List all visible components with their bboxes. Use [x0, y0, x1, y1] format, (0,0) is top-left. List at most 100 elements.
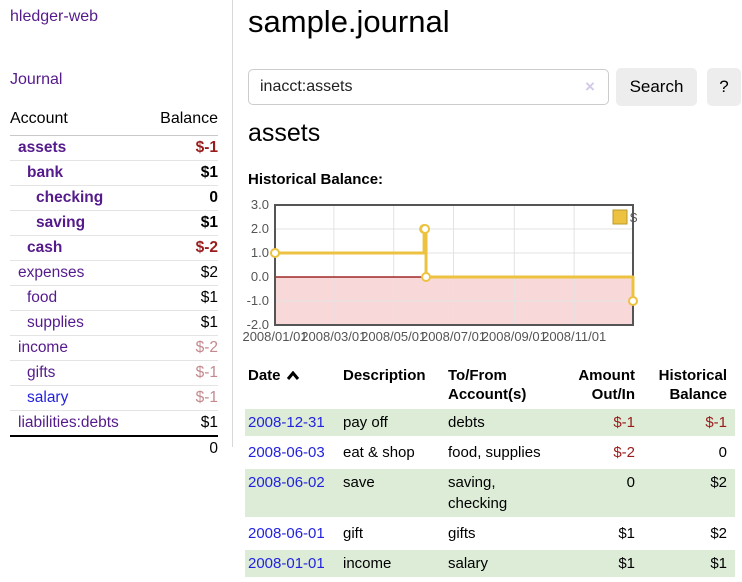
account-link[interactable]: cash	[27, 239, 63, 256]
register-description: gift	[343, 518, 448, 550]
balance-column-header-register: Historical Balance	[658, 367, 727, 403]
account-link[interactable]: gifts	[27, 364, 56, 381]
register-description: income	[343, 548, 448, 580]
sidebar: hledger-web Journal Account Balance asse…	[0, 0, 233, 457]
account-link[interactable]: food	[27, 289, 58, 306]
register-date-link[interactable]: 2008-12-31	[248, 414, 325, 431]
account-balance: $1	[200, 314, 218, 331]
register-balance: $-1	[643, 409, 735, 439]
legend-label: $	[630, 210, 638, 225]
sidebar-account-row: food $1	[10, 286, 218, 311]
register-row: 2008-06-02 save saving, checking 0 $2	[245, 467, 735, 520]
historical-balance-chart: $3.0 2.0 1.0 0.0 -1.0 -2.0 2008/01/01 2008/03/0…	[242, 197, 742, 350]
chart-canvas: $3.0 2.0 1.0 0.0 -1.0 -2.02008/01/012008/03/0…	[242, 197, 638, 344]
register-row: 2008-01-01 income salary $1 $1	[245, 548, 735, 580]
account-link[interactable]: checking	[36, 189, 104, 206]
account-link[interactable]: salary	[27, 389, 69, 406]
register-date-link[interactable]: 2008-01-01	[248, 555, 325, 572]
register-description: eat & shop	[343, 437, 448, 469]
y-axis-tick-label: 2.0	[251, 221, 269, 236]
accounts-total-row: 0	[10, 437, 218, 461]
sidebar-account-row: checking 0	[10, 186, 218, 211]
account-link[interactable]: saving	[36, 214, 86, 231]
account-balance: $1	[200, 414, 218, 431]
sidebar-account-row: supplies $1	[10, 311, 218, 336]
sidebar-account-row: saving $1	[10, 211, 218, 236]
sort-ascending-icon	[286, 370, 299, 380]
account-balance: $1	[200, 289, 218, 306]
accounts-table-header: Account Balance	[10, 108, 218, 136]
account-column-header: Account	[10, 110, 68, 127]
y-axis-tick-label: 0.0	[251, 269, 269, 284]
register-balance: 0	[643, 437, 735, 469]
search-input[interactable]	[248, 69, 609, 105]
account-link[interactable]: liabilities:debts	[18, 414, 119, 431]
chart-point	[420, 224, 431, 234]
clear-search-icon[interactable]: ×	[585, 77, 595, 96]
x-axis-tick-label: 2008/05/01	[361, 329, 426, 344]
account-balance: $-2	[195, 339, 218, 356]
y-axis-tick-label: -2.0	[247, 317, 269, 332]
brand-link[interactable]: hledger-web	[10, 8, 99, 25]
description-column-header: Description	[343, 367, 426, 384]
amount-column-header: Amount Out/In	[578, 367, 635, 403]
help-button[interactable]: ?	[707, 68, 741, 106]
chart-point	[421, 272, 432, 282]
register-accounts: saving, checking	[448, 467, 566, 520]
register-date-link[interactable]: 2008-06-01	[248, 525, 325, 542]
sidebar-account-row: gifts $-1	[10, 361, 218, 386]
account-balance: $2	[200, 264, 218, 281]
register-accounts: salary	[448, 548, 566, 580]
register-description: save	[343, 467, 448, 520]
account-link[interactable]: expenses	[18, 264, 85, 281]
account-link[interactable]: supplies	[27, 314, 84, 331]
register-table: Date Description To/From Account(s) Amou…	[245, 360, 735, 580]
x-axis-tick-label: 2008/03/01	[301, 329, 366, 344]
account-balance: $1	[200, 164, 218, 181]
accounts-column-header: To/From Account(s)	[448, 367, 527, 403]
x-axis-tick-label: 2008/01/01	[242, 329, 307, 344]
chart-point	[270, 248, 280, 258]
account-balance: $1	[200, 214, 218, 231]
account-balance: $-1	[195, 364, 218, 381]
sidebar-account-row: assets $-1	[10, 136, 218, 161]
search-button[interactable]: Search	[616, 68, 697, 106]
register-amount: $-1	[566, 409, 643, 439]
register-balance: $2	[643, 518, 735, 550]
date-header-label: Date	[248, 367, 281, 384]
chart-point	[628, 296, 638, 306]
date-column-header[interactable]: Date	[245, 360, 343, 409]
x-axis-tick-label: 2008/11/01	[542, 329, 606, 344]
sidebar-account-row: income $-2	[10, 336, 218, 361]
account-balance: 0	[209, 189, 218, 206]
register-accounts: gifts	[448, 518, 566, 550]
account-heading: assets	[248, 119, 321, 147]
register-row: 2008-06-03 eat & shop food, supplies $-2 0	[245, 437, 735, 469]
register-row: 2008-06-01 gift gifts $1 $2	[245, 518, 735, 550]
register-balance: $2	[643, 467, 735, 520]
y-axis-tick-label: 1.0	[251, 245, 269, 260]
sidebar-account-row: salary $-1	[10, 386, 218, 411]
register-amount: $1	[566, 548, 643, 580]
accounts-rows: assets $-1 bank $1 checking 0 saving $1 cash $-2 e…	[10, 136, 218, 437]
accounts-total-value: 0	[209, 440, 218, 457]
y-axis-tick-label: -1.0	[247, 293, 269, 308]
register-date-link[interactable]: 2008-06-03	[248, 444, 325, 461]
account-link[interactable]: income	[18, 339, 68, 356]
register-balance: $1	[643, 548, 735, 580]
balance-column-header: Balance	[160, 110, 218, 127]
account-link[interactable]: bank	[27, 164, 64, 181]
account-link[interactable]: assets	[18, 139, 67, 156]
legend-swatch	[612, 209, 628, 225]
sidebar-account-row: cash $-2	[10, 236, 218, 261]
x-axis-tick-label: 2008/09/01	[482, 329, 547, 344]
register-accounts: food, supplies	[448, 437, 566, 469]
accounts-table: Account Balance assets $-1 bank $1 checking 0…	[10, 108, 218, 461]
register-row: 2008-12-31 pay off debts $-1 $-1	[245, 409, 735, 439]
chart-title: Historical Balance:	[248, 171, 384, 188]
y-axis-tick-label: 3.0	[251, 197, 269, 212]
account-balance: $-1	[195, 389, 218, 406]
register-date-link[interactable]: 2008-06-02	[248, 474, 325, 491]
register-amount: $1	[566, 518, 643, 550]
sidebar-item-journal[interactable]: Journal	[10, 71, 63, 88]
